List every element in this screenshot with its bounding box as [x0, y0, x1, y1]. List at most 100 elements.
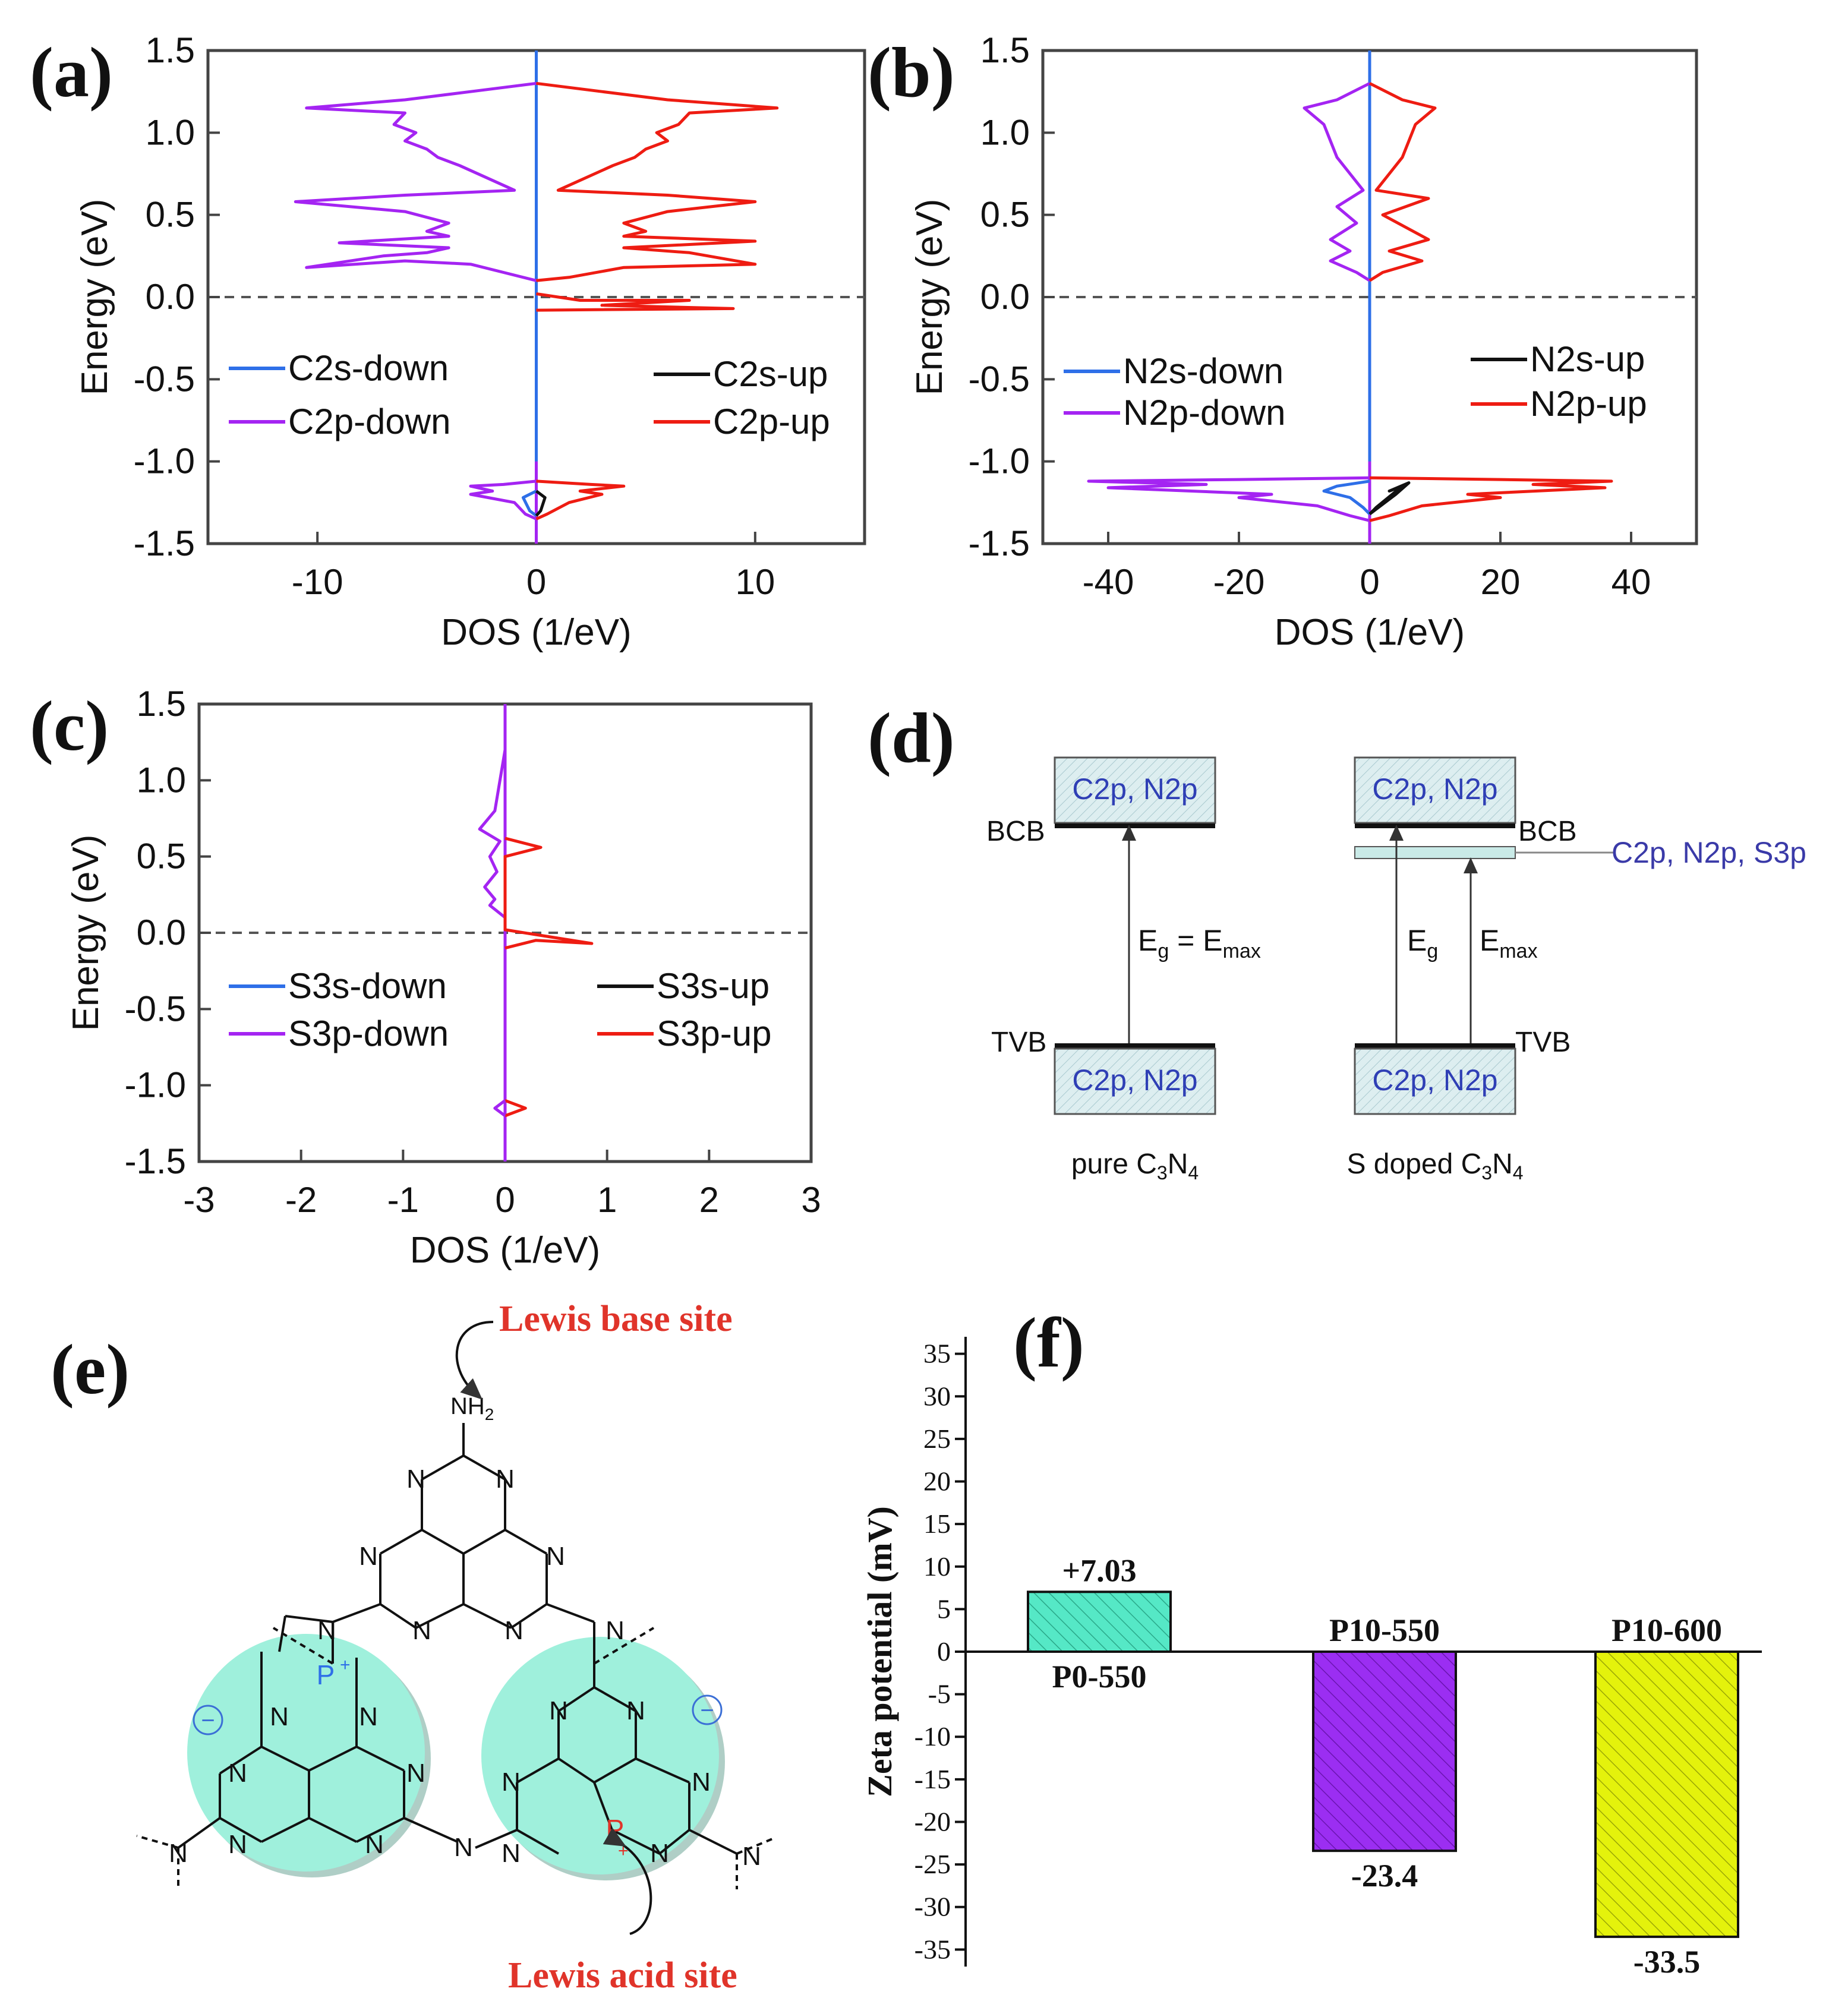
lewis-acid-label: Lewis acid site [508, 1955, 737, 1996]
x-tick-label: -40 [1083, 562, 1134, 602]
lewis-acid-arrow [603, 1828, 652, 1935]
x-tick-label: 3 [801, 1180, 821, 1220]
minus-charge-right-sign: − [700, 1697, 714, 1724]
pure-caption: pure C3N4 [1071, 1148, 1199, 1184]
dashed-bond [272, 1627, 334, 1665]
bond [421, 1529, 464, 1555]
x-tick-label: -3 [183, 1180, 215, 1220]
bar-P0-550 [1027, 1590, 1172, 1653]
nitrogen-atom: N [317, 1616, 336, 1645]
doped-eg-label: Eg [1407, 924, 1438, 962]
bond [177, 1817, 221, 1849]
x-tick-label: 20 [1481, 562, 1521, 602]
pure-vb-label: C2p, N2p [1072, 1063, 1197, 1097]
y-tick-label: 0 [937, 1636, 951, 1667]
y-tick-label: -0.5 [134, 359, 195, 399]
pure-cb-label: C2p, N2p [1072, 772, 1197, 806]
series-N2p-up-vb [1369, 476, 1613, 522]
y-axis-label: Energy (eV) [65, 835, 106, 1031]
y-tick-label: -0.5 [125, 989, 186, 1028]
nh2-label: NH2 [450, 1393, 494, 1424]
y-tick-label: -5 [928, 1679, 951, 1709]
y-tick-label: 0.0 [980, 277, 1030, 317]
bond [261, 1746, 310, 1772]
legend-label: N2p-up [1530, 384, 1647, 424]
band-diagram: C2p, N2p BCB Eg = Emax TVB C2p, N2p pure… [986, 756, 1806, 1184]
bond [219, 1746, 263, 1775]
bond [594, 1686, 636, 1712]
series-C2p-up-vb [535, 479, 626, 520]
y-tick-label: 30 [923, 1381, 951, 1411]
legend-label: S3s-up [657, 966, 770, 1006]
minus-charge-right [692, 1694, 723, 1725]
nitrogen-atom: N [606, 1616, 625, 1645]
chemical-structure: N NN NN NN NN NN NN NN NN NN NN N NP +P+ NH2 − − Lewi… [136, 1299, 773, 1996]
series-S3p-up [503, 837, 594, 950]
phosphorus-atom-top: P [317, 1659, 335, 1690]
x-tick-label: -10 [292, 562, 343, 602]
pure-vb-box [1054, 1047, 1216, 1115]
dashed-bond [736, 1838, 773, 1855]
right-ring-highlight-front [481, 1637, 719, 1874]
legend-label: N2p-down [1123, 393, 1286, 433]
legend-label: S3p-down [288, 1014, 449, 1053]
panel-label-d: (d) [868, 698, 955, 777]
y-tick-label: -1.0 [125, 1065, 186, 1105]
y-tick-label: 15 [923, 1508, 951, 1539]
series-C2s-down [521, 490, 538, 517]
nitrogen-atom: N [502, 1839, 521, 1868]
category-label: P10-600 [1612, 1612, 1722, 1648]
y-tick-label: -1.5 [134, 523, 195, 563]
nitrogen-atom: N [504, 1616, 524, 1645]
phosphorus-atom-bottom: P [606, 1814, 625, 1845]
lewis-base-label: Lewis base site [499, 1299, 733, 1339]
doped-emax-label: Emax [1480, 924, 1538, 962]
y-tick-label: 1.5 [137, 684, 186, 724]
y-tick-label: -1.0 [134, 441, 195, 481]
nitrogen-atom: N [412, 1616, 431, 1645]
bar-P10-550 [1312, 1650, 1457, 1852]
nitrogen-atom: N [549, 1696, 568, 1725]
bond [635, 1757, 690, 1784]
bond [356, 1746, 405, 1772]
y-tick-label: -20 [914, 1806, 951, 1836]
x-tick-label: 0 [495, 1180, 515, 1220]
nitrogen-atom: N [365, 1830, 384, 1859]
y-tick-label: -0.5 [969, 359, 1030, 399]
bond [285, 1615, 333, 1623]
doped-bcb-text: BCB [1518, 816, 1577, 847]
bond [356, 1817, 405, 1843]
nitrogen-atom: N [406, 1759, 425, 1788]
bond [475, 1829, 518, 1849]
bond [403, 1817, 458, 1843]
legend-label: N2s-down [1123, 351, 1283, 391]
legend-label: N2s-up [1530, 339, 1645, 379]
doped-s3p-band [1354, 846, 1516, 859]
x-tick-label: -20 [1213, 562, 1265, 602]
nitrogen-atom: N [359, 1542, 378, 1571]
bond [380, 1529, 422, 1555]
doped-vb-label: C2p, N2p [1372, 1063, 1497, 1097]
x-tick-label: 0 [526, 562, 546, 602]
y-tick-label: -1.5 [125, 1141, 186, 1181]
series-N2s-up [1368, 481, 1411, 516]
nitrogen-atom: N [692, 1768, 711, 1797]
nitrogen-atom: N [454, 1833, 473, 1862]
x-tick-label: 10 [735, 562, 775, 602]
bond [658, 1829, 690, 1855]
y-tick-label: -35 [914, 1934, 951, 1964]
doped-caption: S doped C3N4 [1346, 1148, 1523, 1184]
series-N2p-up [1368, 82, 1437, 282]
y-tick-label: 1.5 [146, 30, 195, 70]
bond [415, 1603, 464, 1629]
panel-label-a: (a) [30, 33, 113, 112]
legend-label: C2p-down [288, 402, 451, 441]
x-tick-label: 1 [597, 1180, 617, 1220]
bar-value-label: +7.03 [1062, 1552, 1136, 1588]
y-tick-label: 35 [923, 1339, 951, 1369]
y-tick-label: 10 [923, 1551, 951, 1582]
y-tick-label: 0.5 [146, 195, 195, 235]
bond [463, 1529, 506, 1555]
nitrogen-atom: N [742, 1842, 761, 1871]
bar-value-label: -23.4 [1351, 1858, 1418, 1893]
